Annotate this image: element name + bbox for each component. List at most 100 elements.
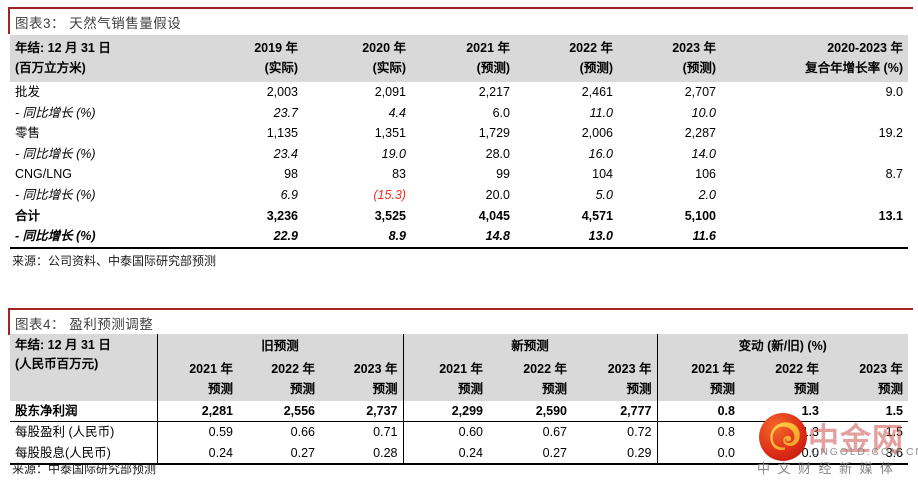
figure3-header-col-2022: 2022 年 (预测) [515,35,618,82]
table-row: 合计 3,236 3,525 4,045 4,571 5,100 13.1 [10,206,908,227]
group-new-forecast: 新预测 [402,334,657,359]
value-cell: 0.66 [290,425,315,440]
header-label-line1: 年结: 12 月 31 日 [15,41,111,55]
value-cell: 0.59 [156,421,238,443]
figure3-left-red-rule [8,7,10,34]
col-kind: (实际) [372,61,406,75]
value-cell: 3,236 [266,208,298,223]
value-cell: 1,729 [478,126,510,141]
figure4-table: 年结: 12 月 31 日 (人民币百万元) 旧预测 新预测 变动 (新/旧) … [10,334,909,466]
table-row: 每股盈利 (人民币) 0.59 0.66 0.71 0.60 0.67 0.72 0.8 1.3… [10,421,908,443]
value-cell: 0.60 [402,421,488,443]
table-row: 每股股息(人民币) 0.24 0.27 0.28 0.24 0.27 0.29 0.0 0.0 3… [10,442,909,466]
value-cell: 13.1 [878,208,903,223]
value-cell: 2,461 [581,85,613,99]
value-cell: 16.0 [588,146,613,161]
value-cell [721,144,908,165]
col-kind: (实际) [264,61,298,75]
subheader-line: 2021 年 [439,362,483,377]
figure4-subheader-col: 2021 年预测 [156,358,238,402]
value-cell: 98 [284,167,298,182]
value-cell: 8.7 [885,167,903,182]
col-year: 2021 年 [466,41,510,55]
figure3-title: 图表3： 天然气销售量假设 [15,16,182,31]
row-label: 批发 [15,85,41,99]
value-cell: 13.0 [515,226,618,249]
figure4-subheader-col: 2023 年预测 [824,358,909,402]
figure4-subheader-col: 2021 年预测 [402,358,488,402]
col-year: 2022 年 [569,41,613,55]
subheader-line: 预测 [457,381,483,396]
value-cell: 0.24 [402,442,488,466]
figure4-title: 图表4： 盈利预测调整 [15,317,154,332]
figure4-subheader-col: 2022 年预测 [488,358,572,402]
figure3-table: 年结: 12 月 31 日 (百万立方米) 2019 年 (实际) 2020 年… [10,35,908,249]
value-cell: 0.67 [542,425,567,440]
row-label: 每股股息(人民币) [10,442,157,466]
group-change: 变动 (新/旧) (%) [656,334,909,359]
header-label-line2: (人民币百万元) [15,357,99,372]
table-row: CNG/LNG 98 83 99 104 106 8.7 [10,164,908,185]
value-cell [721,226,908,249]
value-cell: 2.0 [698,187,716,202]
value-cell: 2,590 [488,401,572,423]
value-cell: 6.9 [280,187,298,202]
table-row: - 同比增长 (%) 6.9 (15.3) 20.0 5.0 2.0 [10,185,908,206]
value-cell: 5,100 [684,208,716,223]
figure4-subheader-col: 2023 年预测 [320,358,403,402]
value-cell: 2,006 [581,126,613,141]
subheader-line: 预测 [626,381,652,396]
subheader-line: 2022 年 [775,362,819,377]
subheader-line: 预测 [709,381,735,396]
subheader-line: 预测 [207,381,233,396]
value-cell: 1.5 [824,401,909,423]
figure4-subheader-col: 2022 年预测 [238,358,320,402]
figure3-header-label: 年结: 12 月 31 日 (百万立方米) [10,35,200,82]
table-row: - 同比增长 (%) 23.4 19.0 28.0 16.0 14.0 [10,144,908,165]
value-cell: 0.24 [156,442,238,466]
row-label: - 同比增长 (%) [15,187,96,202]
value-cell: 1,135 [266,126,298,141]
value-cell: 9.0 [885,85,903,99]
value-cell: 6.0 [492,105,510,120]
figure4-subheader-col: 2022 年预测 [740,358,824,402]
table-row: 零售 1,135 1,351 1,729 2,006 2,287 19.2 [10,123,908,144]
value-cell: 8.9 [303,226,411,249]
value-cell: 0.27 [238,442,320,466]
value-cell: 23.7 [273,105,298,120]
figure4-subheader-col: 2023 年预测 [572,358,657,402]
value-cell: 28.0 [485,146,510,161]
value-cell: 99 [496,167,510,182]
col-kind: 复合年增长率 (%) [805,61,903,75]
figure4-subheader-col: 2021 年预测 [656,358,740,402]
col-kind: (预测) [476,61,510,75]
value-cell: 14.8 [411,226,515,249]
table-row: 股东净利润 2,281 2,556 2,737 2,299 2,590 2,777 0.8 1.… [10,401,909,423]
col-year: 2020 年 [362,41,406,55]
col-kind: (预测) [682,61,716,75]
value-cell: 14.0 [691,146,716,161]
figure4-subheader-row: 2021 年预测 2022 年预测 2023 年预测 2021 年预测 2022 年预测… [10,358,909,402]
row-label: - 同比增长 (%) [10,226,200,249]
figure4-group-header-row: 年结: 12 月 31 日 (人民币百万元) 旧预测 新预测 变动 (新/旧) … [10,334,909,402]
row-label: 零售 [15,126,41,141]
value-cell: 2,287 [684,126,716,141]
value-cell: 2,281 [156,401,238,423]
value-cell: 0.71 [373,425,398,440]
value-cell: 19.2 [878,126,903,141]
value-cell: 23.4 [273,146,298,161]
value-cell: 4.4 [388,105,406,120]
subheader-line: 预测 [289,381,315,396]
subheader-line: 预测 [878,381,904,396]
value-cell: 1.3 [740,401,824,423]
value-cell [721,185,908,206]
figure3-header-col-cagr: 2020-2023 年 复合年增长率 (%) [721,35,908,82]
value-cell: 104 [592,167,613,182]
subheader-line: 2022 年 [271,362,315,377]
subheader-line: 2022 年 [523,362,567,377]
value-cell [721,103,908,124]
subheader-line: 2021 年 [691,362,735,377]
figure4-top-red-rule [8,308,913,310]
header-label-line1: 年结: 12 月 31 日 [15,338,111,352]
row-label: 每股盈利 (人民币) [15,425,115,440]
